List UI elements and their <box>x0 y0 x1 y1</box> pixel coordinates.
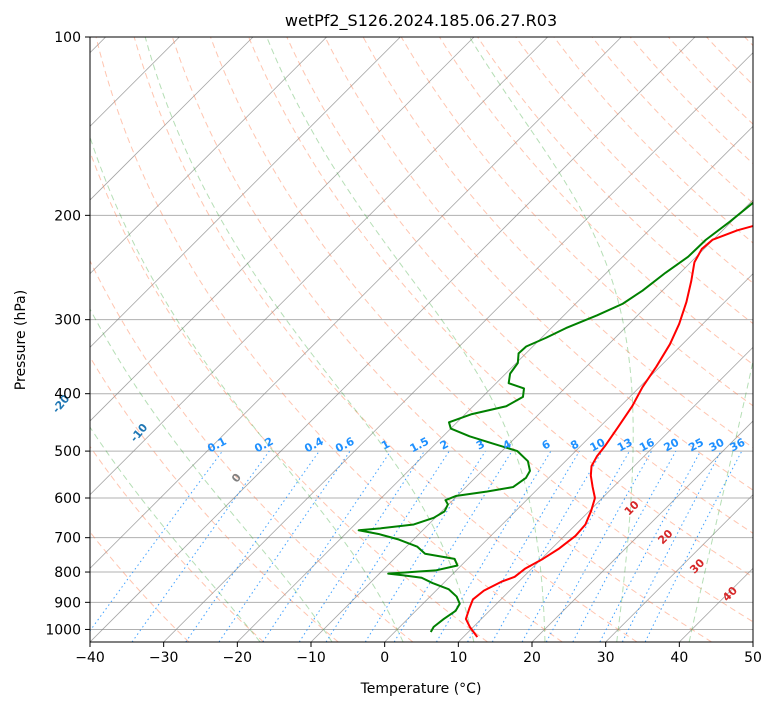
moist-adiabat-label: 40 <box>720 584 740 604</box>
x-tick-label: 10 <box>449 650 467 666</box>
mixing-ratio-line <box>600 451 701 642</box>
mixing-ratio-label: 8 <box>568 437 581 452</box>
dry-adiabat-line <box>0 37 338 642</box>
moist-adiabat-line <box>469 37 633 642</box>
isotherm-line <box>458 37 775 642</box>
isotherm-line <box>0 37 253 642</box>
dry-adiabat-line <box>554 37 775 642</box>
mixing-ratio-line <box>299 451 424 642</box>
moist-adiabat-line <box>72 73 403 642</box>
dry-adiabat-line <box>592 37 775 642</box>
chart-title: wetPf2_S126.2024.185.06.27.R03 <box>285 11 557 31</box>
grid-layer <box>0 37 775 642</box>
temperature-profile-line <box>466 37 775 637</box>
mixing-ratio-label: 3 <box>474 437 487 452</box>
isotherm-line <box>0 37 474 642</box>
y-tick-label: 300 <box>54 313 81 329</box>
isotherm-line <box>606 37 775 642</box>
y-tick-label: 800 <box>54 565 81 581</box>
isotherm-line <box>0 37 400 642</box>
mixing-ratio-line <box>326 451 449 642</box>
x-tick-label: −10 <box>296 650 326 666</box>
dry-adiabat-line <box>20 37 413 642</box>
x-tick-label: 50 <box>744 650 762 666</box>
y-tick-label: 400 <box>54 387 81 403</box>
y-tick-label: 100 <box>54 30 81 46</box>
y-tick-label: 900 <box>54 595 81 611</box>
y-tick-label: 200 <box>54 208 81 224</box>
dry-adiabat-line <box>668 37 775 642</box>
mixing-ratio-line <box>645 451 742 642</box>
dry-adiabat-line <box>0 37 264 642</box>
label-layer: 0.10.20.40.611.52346810131620253036-100-… <box>0 40 748 605</box>
mixing-ratio-label: 1 <box>379 437 392 452</box>
isotherm-line <box>679 37 775 642</box>
isotherm-line <box>532 37 775 642</box>
dry-adiabat-line <box>134 37 637 642</box>
dry-adiabat-line <box>745 37 775 642</box>
y-tick-label: 600 <box>54 491 81 507</box>
isotherm-line <box>753 37 775 642</box>
moist-adiabat-label: 10 <box>622 498 642 518</box>
isotherm-line <box>90 37 695 642</box>
x-tick-label: 20 <box>523 650 541 666</box>
x-tick-label: 30 <box>597 650 615 666</box>
data-layer <box>359 37 775 637</box>
x-axis-label: Temperature (°C) <box>360 681 482 697</box>
mixing-ratio-label: 0.2 <box>252 435 275 456</box>
mixing-ratio-line <box>573 451 676 642</box>
dry-adiabat-line <box>211 37 775 642</box>
x-tick-label: 40 <box>670 650 688 666</box>
dry-adiabat-line <box>439 37 775 642</box>
dry-adiabat-line <box>707 37 775 642</box>
moist-adiabat-line <box>689 37 775 642</box>
isotherm-line <box>164 37 769 642</box>
mixing-ratio-line <box>132 451 269 642</box>
y-tick-label: 1000 <box>45 622 81 638</box>
mixing-ratio-label: 2 <box>438 437 451 452</box>
mixing-ratio-label: 6 <box>540 437 553 452</box>
isotherm-line <box>0 37 548 642</box>
y-axis-label: Pressure (hPa) <box>13 290 29 390</box>
x-tick-label: −30 <box>149 650 179 666</box>
y-tick-label: 700 <box>54 531 81 547</box>
dry-adiabat-line <box>96 37 562 642</box>
isotherm-line <box>237 37 775 642</box>
y-tick-label: 500 <box>54 444 81 460</box>
x-tick-label: 0 <box>380 650 389 666</box>
x-tick-label: −40 <box>75 650 105 666</box>
mixing-ratio-label: 0.1 <box>205 435 228 456</box>
isotherm-line <box>16 37 621 642</box>
dry-adiabat-label: -30 <box>0 366 1 390</box>
mixing-ratio-line <box>82 451 223 642</box>
isotherm-line <box>385 37 775 642</box>
isotherm-line <box>0 37 327 642</box>
x-tick-label: −20 <box>223 650 253 666</box>
dry-adiabat-label: -10 <box>128 421 151 445</box>
mixing-ratio-line <box>263 451 391 642</box>
